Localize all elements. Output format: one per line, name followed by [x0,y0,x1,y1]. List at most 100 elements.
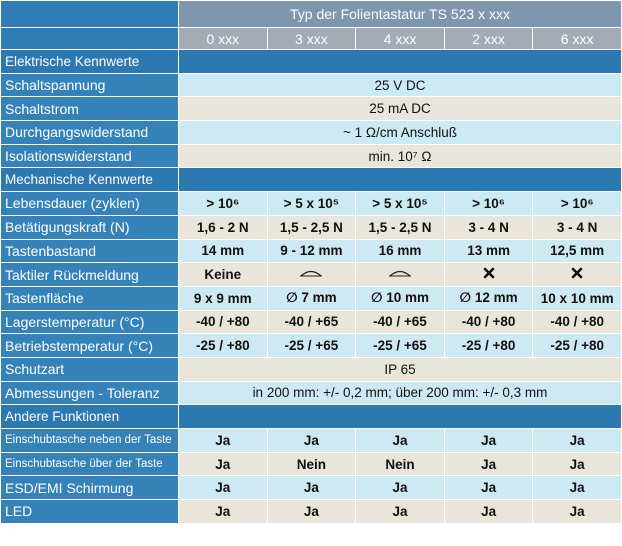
cell: > 10⁶ [532,191,622,216]
column-header: 6 xxx [532,27,622,50]
row-label: Betätigungskraft (N) [0,214,179,240]
cell: 9 x 9 mm [178,285,268,311]
cell: Ja [443,428,534,453]
cell: 9 - 12 mm [266,238,357,264]
section-row: Andere Funktionen [0,404,622,429]
data-row: Isolationswiderstand min. 10⁷ Ω [0,143,622,169]
cell: -25 / +65 [355,333,445,358]
row-label: Schaltstrom [0,96,179,122]
data-row: Durchgangswiderstand ~ 1 Ω/cm Anschluß [0,120,622,145]
cell: ~ 1 Ω/cm Anschluß [178,120,622,145]
cell: ∅ 12 mm [443,285,534,311]
data-row: Schaltstrom 25 mA DC [0,96,622,122]
row-label: Schaltspannung [0,72,179,98]
cell: IP 65 [178,356,622,382]
row-label: Schutzart [0,356,179,382]
cell: Ja [178,475,268,501]
cell: 10 x 10 mm [532,285,622,311]
data-row: Abmessungen - Toleranz in 200 mm: +/- 0,2… [0,380,622,406]
cell [443,262,534,287]
cell: 1,6 - 2 N [178,214,268,240]
cell: > 10⁶ [443,191,534,216]
row-label: ESD/EMI Schirmung [0,475,179,501]
cell: Ja [532,499,622,524]
section-title: Andere Funktionen [0,404,179,429]
corner [0,27,179,50]
cell: 13 mm [443,238,534,264]
cell: > 10⁶ [178,191,268,216]
title-row: Typ der Folientastatur TS 523 x xxx [0,0,622,28]
none-icon [483,267,494,279]
row-label: Isolationswiderstand [0,143,179,169]
cell: -40 / +80 [178,309,268,335]
cell: Ja [355,499,445,524]
data-row: Schutzart IP 65 [0,356,622,382]
cell: Keine [178,262,268,287]
cell: Ja [355,428,445,453]
cell: Ja [178,499,268,524]
data-row: Schaltspannung 25 V DC [0,72,622,98]
cell: 12,5 mm [532,238,622,264]
column-header-row: 0 xxx 3 xxx 4 xxx 2 xxx 6 xxx [0,27,622,50]
cell: ∅ 7 mm [266,285,357,311]
cell: in 200 mm: +/- 0,2 mm; über 200 mm: +/- … [178,380,622,406]
cell: 3 - 4 N [532,214,622,240]
cell: 25 mA DC [178,96,622,122]
section-title: Elektrische Kennwerte [0,49,179,74]
table-title: Typ der Folientastatur TS 523 x xxx [178,0,622,28]
dome-icon [300,270,323,277]
cell: Ja [443,475,534,501]
row-label: Betriebstemperatur (°C) [0,333,179,358]
cell: 25 V DC [178,72,622,98]
cell: Ja [443,499,534,524]
section-row: Elektrische Kennwerte [0,49,622,74]
cell: 16 mm [355,238,445,264]
cell: -40 / +65 [355,309,445,335]
spec-table: Typ der Folientastatur TS 523 x xxx 0 xx… [0,0,622,524]
cell: Ja [266,475,357,501]
dome-icon [388,270,411,277]
row-label: Lagerstemperatur (°C) [0,309,179,335]
data-row: Einschubtasche über der Taste Ja Nein Nein J… [0,451,622,477]
data-row: Lebensdauer (zyklen) > 10⁶ > 5 x 10⁵ > 5 x … [0,191,622,216]
cell: -40 / +80 [443,309,534,335]
cell: > 5 x 10⁵ [355,191,445,216]
cell: ∅ 10 mm [355,285,445,311]
cell: 3 - 4 N [443,214,534,240]
row-label: Abmessungen - Toleranz [0,380,179,406]
row-label: Einschubtasche neben der Taste [0,428,179,453]
row-label: Tastenbastand [0,238,179,264]
cell: Nein [266,451,357,477]
row-label: Lebensdauer (zyklen) [0,191,179,216]
cell: Nein [355,451,445,477]
data-row: Betriebstemperatur (°C) -25 / +80 -25 / +6… [0,333,622,358]
column-header: 3 xxx [266,27,357,50]
cell: Ja [532,451,622,477]
cell: Ja [266,499,357,524]
column-header: 2 xxx [443,27,534,50]
cell: -25 / +80 [532,333,622,358]
cell: Ja [355,475,445,501]
cell: -25 / +80 [178,333,268,358]
cell [266,262,357,287]
cell: 1,5 - 2,5 N [355,214,445,240]
row-label: LED [0,499,179,524]
cell: > 5 x 10⁵ [266,191,357,216]
cell: -40 / +80 [532,309,622,335]
row-label: Durchgangswiderstand [0,120,179,145]
cell: Ja [266,428,357,453]
data-row: ESD/EMI Schirmung Ja Ja Ja Ja Ja [0,475,622,501]
none-icon [571,267,583,279]
section-fill [178,404,622,429]
column-header: 0 xxx [178,27,268,50]
section-fill [178,167,622,193]
cell [355,262,445,287]
cell: Ja [443,451,534,477]
cell [532,262,622,287]
data-row: Betätigungskraft (N) 1,6 - 2 N 1,5 - 2,5 N… [0,214,622,240]
row-label: Einschubtasche über der Taste [0,451,179,477]
section-fill [178,49,622,74]
cell: Ja [178,451,268,477]
corner [0,0,179,28]
